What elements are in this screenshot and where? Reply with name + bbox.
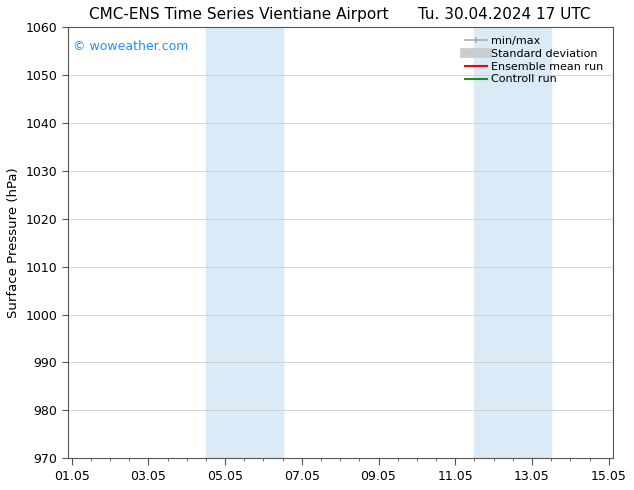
Bar	[206, 27, 283, 458]
Legend: min/max, Standard deviation, Ensemble mean run, Controll run: min/max, Standard deviation, Ensemble me…	[462, 33, 607, 88]
Y-axis label: Surface Pressure (hPa): Surface Pressure (hPa)	[7, 168, 20, 318]
Text: © woweather.com: © woweather.com	[74, 40, 188, 53]
Bar	[474, 27, 551, 458]
Title: CMC-ENS Time Series Vientiane Airport      Tu. 30.04.2024 17 UTC: CMC-ENS Time Series Vientiane Airport Tu…	[89, 7, 591, 22]
